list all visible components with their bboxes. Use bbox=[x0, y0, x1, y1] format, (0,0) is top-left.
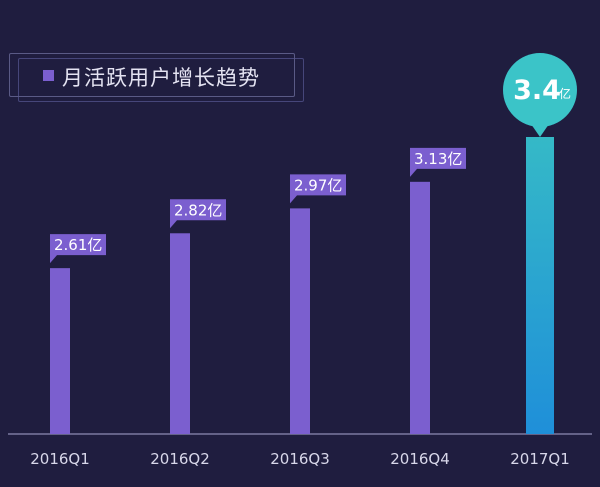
data-label-unit: 亿 bbox=[559, 86, 571, 101]
data-label-bg bbox=[170, 199, 226, 229]
x-tick-label: 2016Q4 bbox=[390, 450, 450, 468]
bar-2016Q2 bbox=[170, 233, 190, 434]
chart-title: 月活跃用户增长趋势 bbox=[62, 66, 260, 90]
bar-2017Q1 bbox=[526, 137, 554, 434]
x-tick-label: 2016Q2 bbox=[150, 450, 210, 468]
data-label-2016Q3: 2.97亿 bbox=[294, 176, 342, 194]
legend-square-icon bbox=[43, 70, 54, 81]
bar-2016Q1 bbox=[50, 268, 70, 434]
value-bubble-pointer bbox=[531, 124, 549, 137]
bar-2016Q4 bbox=[410, 181, 430, 434]
x-tick-label: 2017Q1 bbox=[510, 450, 570, 468]
value-bubble bbox=[503, 53, 577, 127]
data-label-bg bbox=[50, 234, 106, 264]
title-frame-inner bbox=[18, 58, 304, 102]
x-tick-label: 2016Q1 bbox=[30, 450, 90, 468]
data-label-bg bbox=[410, 147, 466, 177]
chart-title-box: 月活跃用户增长趋势 bbox=[9, 53, 304, 102]
data-label-2016Q4: 3.13亿 bbox=[414, 150, 462, 168]
x-tick-label: 2016Q3 bbox=[270, 450, 330, 468]
bar-2016Q3 bbox=[290, 208, 310, 434]
data-label-2016Q1: 2.61亿 bbox=[54, 236, 102, 254]
data-label-2017Q1: 3.4 bbox=[513, 75, 561, 106]
data-label-bg bbox=[290, 174, 346, 204]
data-label-2016Q2: 2.82亿 bbox=[174, 201, 222, 219]
title-frame-outer bbox=[9, 53, 295, 97]
